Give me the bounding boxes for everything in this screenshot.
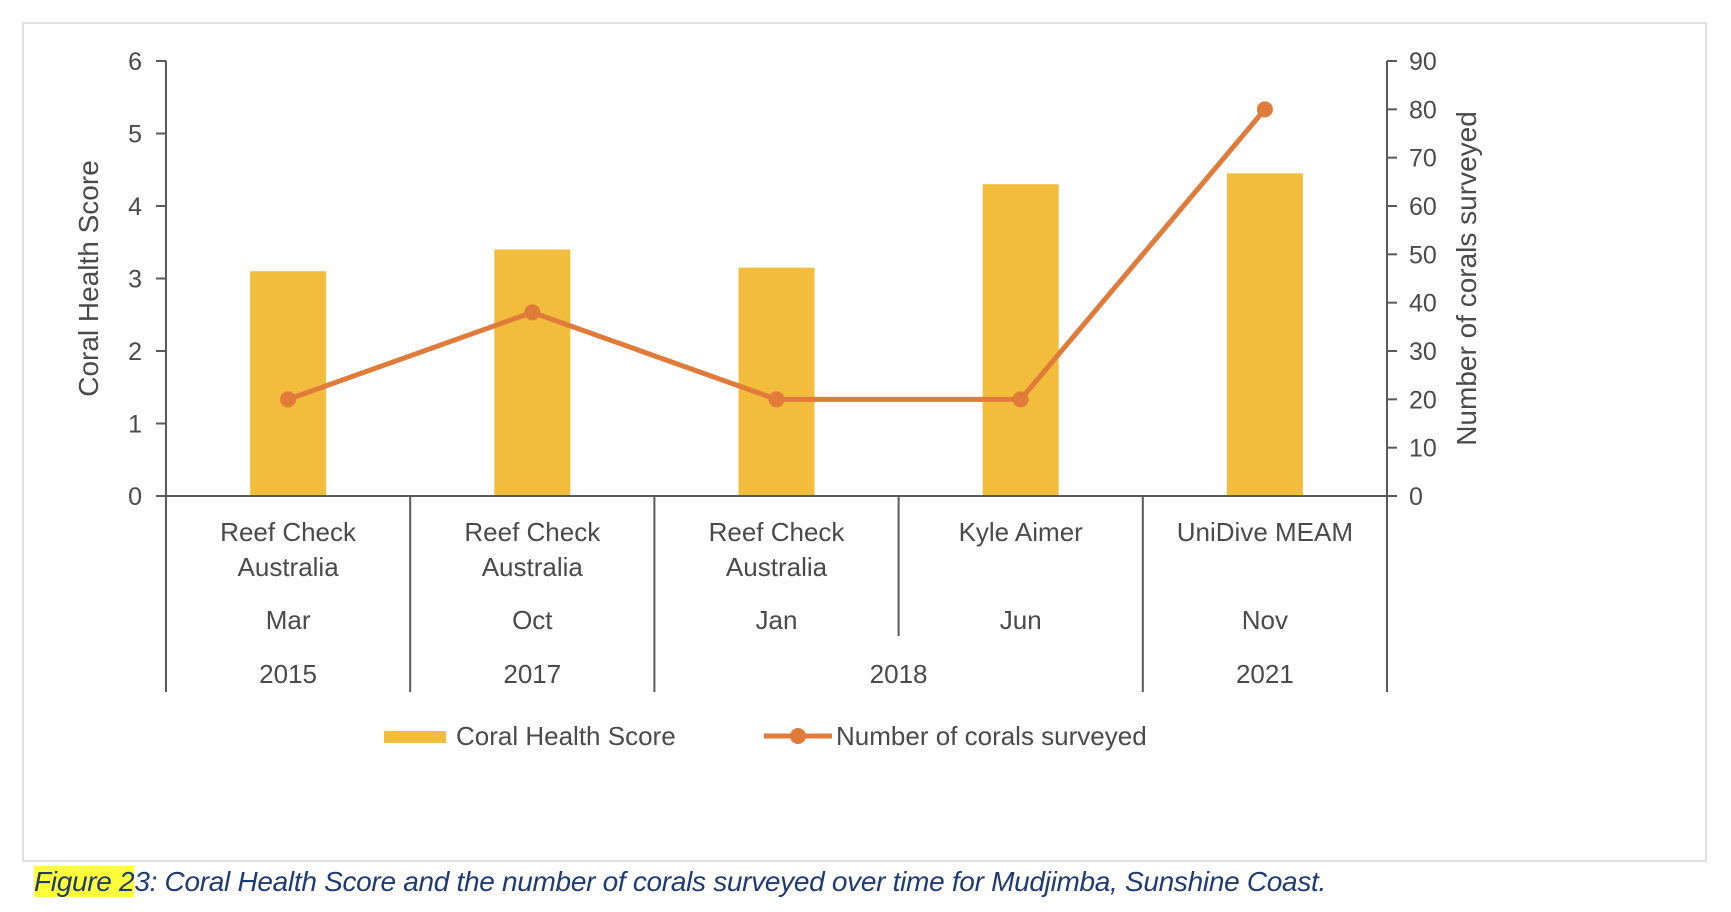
category-year-label: 2015 — [259, 659, 317, 689]
category-source-label: Reef Check — [464, 517, 601, 547]
category-source-label: Reef Check — [709, 517, 846, 547]
y-left-tick-label: 4 — [128, 193, 142, 221]
point-number-of-corals-surveyed — [1256, 101, 1273, 118]
y-right-tick-label: 40 — [1409, 290, 1437, 318]
category-source-label: Australia — [238, 552, 340, 582]
legend-label-coral-health-score: Coral Health Score — [456, 721, 676, 751]
category-source-label: UniDive MEAM — [1177, 517, 1353, 547]
y-right-tick-label: 70 — [1409, 145, 1437, 173]
legend-swatch-coral-health-score — [384, 731, 446, 743]
category-month-label: Mar — [266, 605, 311, 635]
category-source-label: Reef Check — [220, 517, 357, 547]
legend-label-number-of-corals-surveyed: Number of corals surveyed — [836, 721, 1147, 751]
caption-figure-label: Figure 2 — [34, 866, 135, 897]
y-left-tick-label: 5 — [128, 121, 142, 149]
bar-coral-health-score — [1226, 173, 1303, 496]
category-month-label: Nov — [1242, 605, 1288, 635]
category-source-label: Kyle Aimer — [959, 517, 1084, 547]
category-month-label: Jan — [756, 605, 798, 635]
caption-text: 3: Coral Health Score and the number of … — [134, 866, 1326, 897]
point-number-of-corals-surveyed — [280, 391, 297, 408]
y-left-tick-label: 6 — [128, 48, 142, 76]
category-year-label: 2017 — [503, 659, 561, 689]
y-right-tick-label: 30 — [1409, 338, 1437, 366]
chart-frame: 0 1 2 3 4 5 6 0 10 20 30 40 50 60 70 80 90 Coral Health S… — [22, 22, 1707, 862]
y-right-axis-title: Number of corals surveyed — [1451, 111, 1482, 446]
category-month-label: Jun — [1000, 605, 1042, 635]
category-source-label: Australia — [726, 552, 828, 582]
point-number-of-corals-surveyed — [768, 391, 785, 408]
legend-swatch-marker — [790, 728, 806, 744]
y-left-tick-label: 0 — [128, 483, 142, 511]
point-number-of-corals-surveyed — [1012, 391, 1029, 408]
point-number-of-corals-surveyed — [524, 304, 541, 321]
y-left-tick-label: 2 — [128, 338, 142, 366]
y-right-tick-label: 80 — [1409, 96, 1437, 124]
bar-coral-health-score — [738, 267, 815, 496]
y-left-axis-title: Coral Health Score — [73, 160, 104, 397]
category-year-label: 2018 — [870, 659, 928, 689]
y-left-tick-label: 3 — [128, 266, 142, 294]
y-right-tick-label: 90 — [1409, 48, 1437, 76]
y-right-tick-label: 0 — [1409, 483, 1423, 511]
category-source-label: Australia — [482, 552, 584, 582]
y-left-tick-label: 1 — [128, 411, 142, 439]
category-month-label: Oct — [512, 605, 553, 635]
y-right-tick-label: 50 — [1409, 241, 1437, 269]
bar-coral-health-score — [494, 249, 571, 496]
bar-coral-health-score — [250, 271, 327, 496]
bar-coral-health-score — [982, 184, 1059, 496]
figure-caption: Figure 23: Coral Health Score and the nu… — [34, 866, 1326, 898]
category-year-label: 2021 — [1236, 659, 1294, 689]
y-right-tick-label: 60 — [1409, 193, 1437, 221]
y-right-tick-label: 20 — [1409, 386, 1437, 414]
y-right-tick-label: 10 — [1409, 435, 1437, 463]
